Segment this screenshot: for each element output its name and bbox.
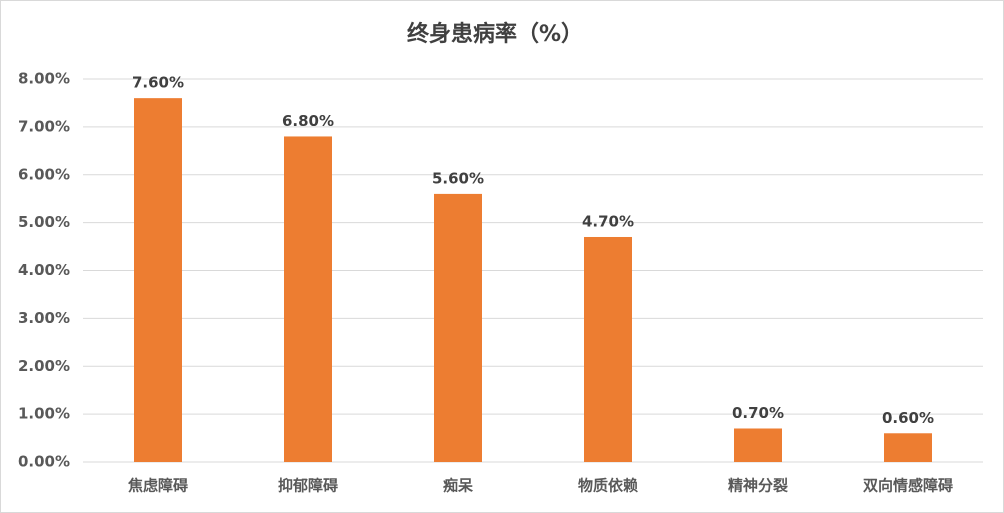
value-label: 4.70% — [582, 212, 634, 230]
x-tick-label: 焦虑障碍 — [127, 477, 188, 495]
value-label: 5.60% — [432, 169, 484, 187]
x-tick-label: 精神分裂 — [728, 477, 788, 495]
y-tick-label: 8.00% — [18, 70, 70, 88]
bar — [584, 236, 632, 462]
x-tick-label: 痴呆 — [443, 477, 473, 495]
value-label: 6.80% — [282, 112, 334, 130]
y-tick-label: 4.00% — [18, 261, 70, 279]
y-tick-label: 0.00% — [18, 453, 70, 471]
chart-title: 终身患病率（%） — [407, 21, 583, 47]
x-tick-label: 物质依赖 — [578, 477, 638, 495]
y-tick-label: 5.00% — [18, 213, 70, 231]
x-tick-label: 抑郁障碍 — [278, 477, 338, 495]
y-tick-label: 3.00% — [18, 309, 70, 327]
y-tick-label: 7.00% — [18, 117, 70, 135]
bar — [734, 428, 782, 462]
bar — [884, 433, 932, 462]
value-label: 0.70% — [732, 404, 784, 422]
value-label: 0.60% — [882, 409, 934, 427]
bar — [134, 98, 182, 463]
x-tick-label: 双向情感障碍 — [863, 477, 953, 495]
y-tick-label: 1.00% — [18, 405, 70, 423]
bar — [284, 136, 332, 462]
y-tick-label: 6.00% — [18, 165, 70, 183]
bar — [434, 193, 482, 462]
value-label: 7.60% — [132, 74, 184, 92]
y-tick-label: 2.00% — [18, 357, 70, 375]
